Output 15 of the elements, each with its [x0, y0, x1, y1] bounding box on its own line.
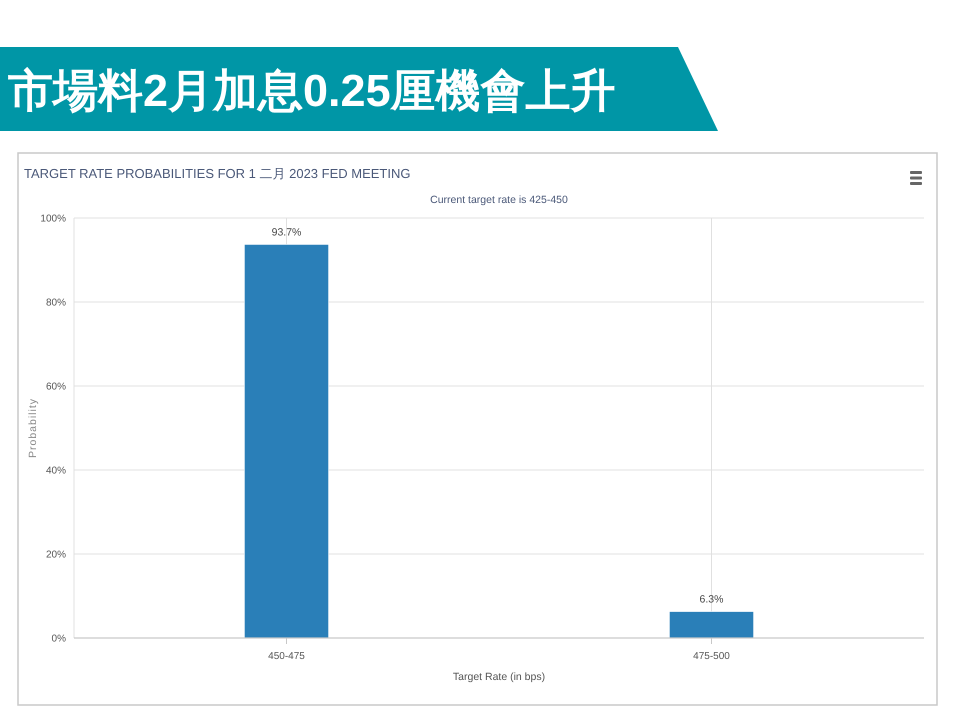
chart-subtitle: TARGET RATE PROBABILITIES FOR 1 二月 2023 FED MEETING: [24, 166, 410, 181]
y-tick-label: 100%: [40, 214, 66, 224]
x-axis-title: Target Rate (in bps): [452, 671, 546, 683]
text: Current target rate is 425-450: [430, 194, 568, 206]
x-tick-label: 450-475: [268, 651, 306, 662]
y-tick-label: 40%: [46, 466, 66, 476]
data-label: 6.3%: [700, 594, 724, 606]
chart-title: 市場料2月加息0.25厘機會上升: [8, 65, 616, 116]
y-axis-title: Probability: [27, 398, 39, 458]
y-tick-label: 20%: [46, 550, 66, 560]
y-tick-label: 60%: [46, 382, 66, 392]
y-tick-label: 80%: [46, 298, 66, 308]
y-tick-label: 0%: [52, 634, 66, 644]
x-tick-label: 475-500: [693, 651, 730, 662]
data-label: 93.7%: [272, 226, 302, 238]
